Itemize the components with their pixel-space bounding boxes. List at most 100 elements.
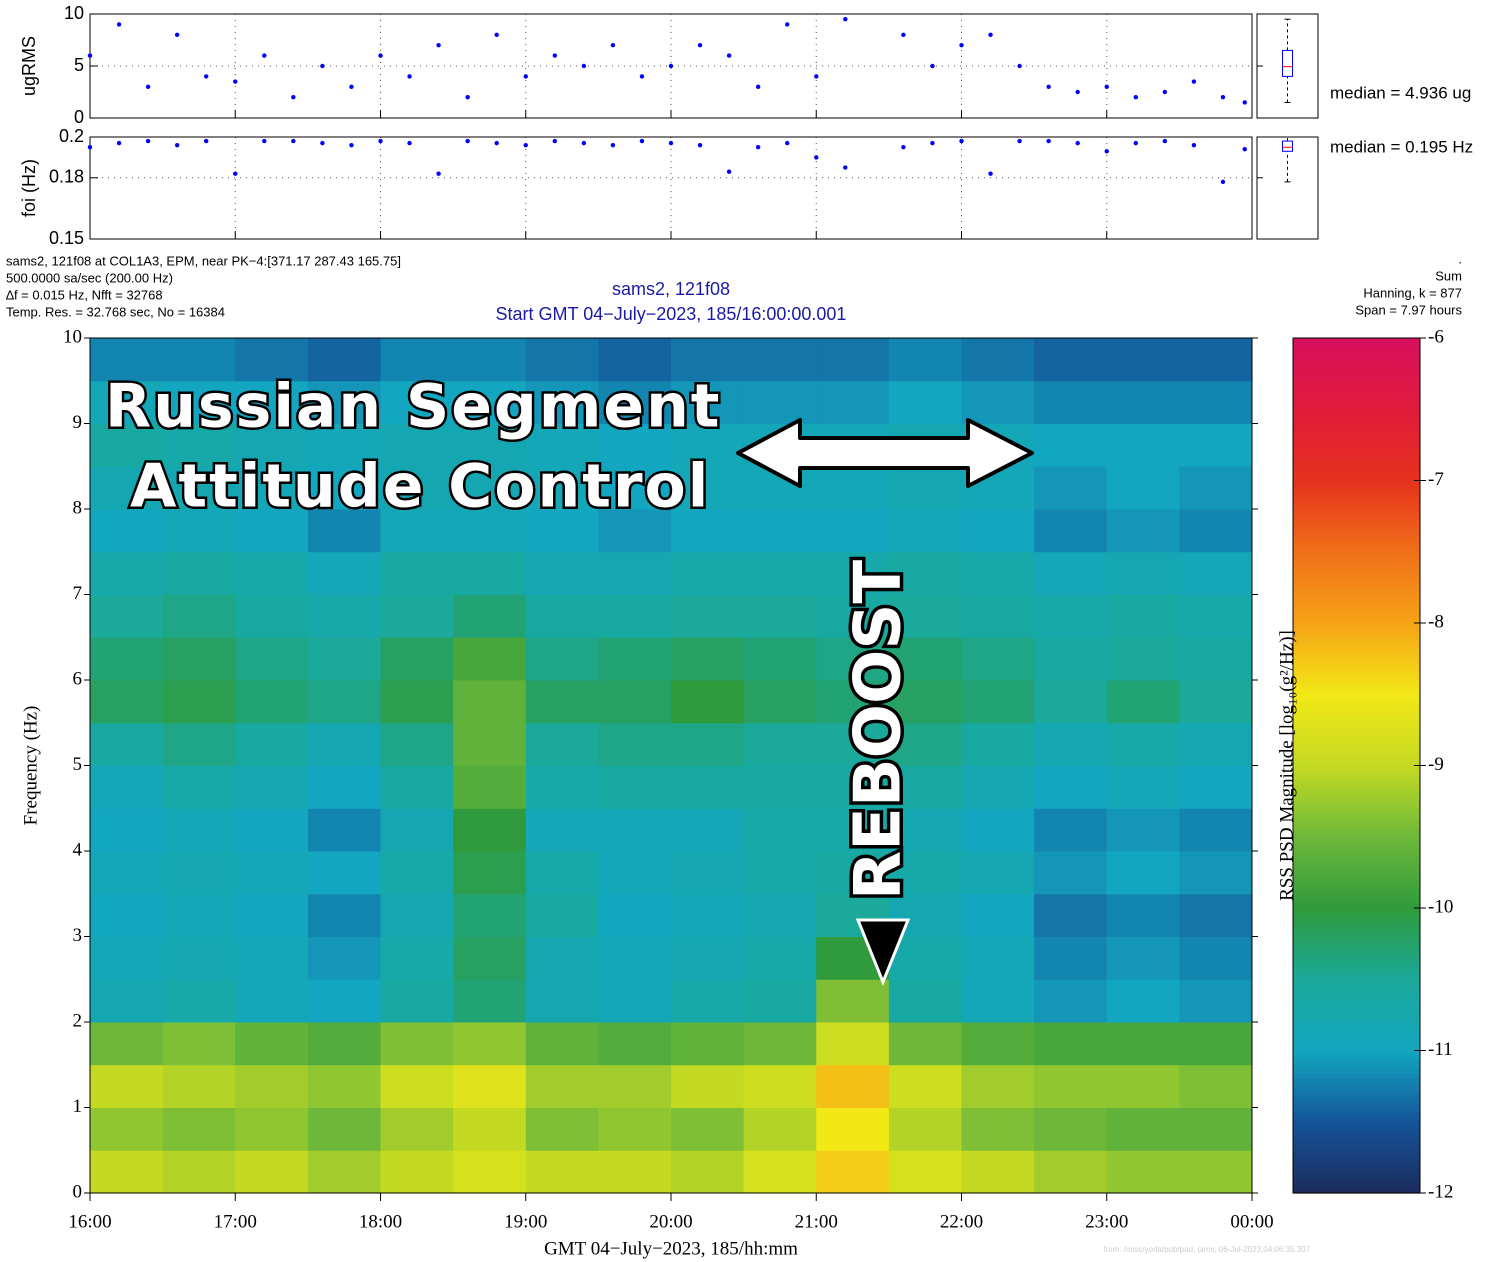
heat-cell [598, 936, 672, 980]
colorbar-strip [1293, 509, 1420, 514]
colorbar-tick-label: -11 [1428, 1039, 1453, 1060]
colorbar-strip [1293, 1022, 1420, 1027]
heat-cell [743, 594, 817, 638]
data-point [610, 43, 616, 48]
colorbar-strip [1293, 992, 1420, 997]
decor [736, 418, 1034, 987]
data-point [668, 63, 674, 69]
colorbar-strip [1293, 560, 1420, 566]
colorbar-strip [1293, 705, 1420, 711]
heat-cell [453, 808, 527, 852]
heat-cell [1179, 1150, 1253, 1194]
heat-cell [380, 893, 454, 937]
heat-cell [1179, 423, 1253, 467]
heat-cell [235, 423, 309, 467]
heat-cell [1034, 509, 1108, 553]
data-point [320, 63, 325, 69]
heat-cell [1034, 1107, 1108, 1151]
colorbar-strip [1293, 521, 1420, 527]
colorbar-strip [1293, 915, 1420, 920]
y-tick-label: 2 [73, 1010, 83, 1031]
heat-cell [961, 1107, 1035, 1151]
data-point [291, 138, 296, 144]
heat-cell [888, 1107, 962, 1151]
y-tick-label: 10 [63, 326, 82, 347]
heat-cell [1106, 1150, 1180, 1194]
data-point [320, 140, 325, 146]
colorbar-strip [1293, 628, 1420, 634]
colorbar-strip [1293, 342, 1420, 348]
heat-cell [961, 594, 1035, 638]
colorbar-strip [1293, 526, 1420, 531]
colorbar-strip [1293, 1103, 1420, 1109]
heat-cell [307, 423, 381, 467]
heat-cell [307, 765, 381, 809]
heat-cell [1034, 466, 1108, 510]
heat-cell [453, 594, 527, 638]
x-tick-label: 18:00 [359, 1211, 402, 1232]
heat-cell [816, 851, 890, 895]
heat-cell [671, 509, 745, 553]
colorbar-strip [1293, 701, 1420, 707]
heat-cell [525, 509, 599, 553]
heat-cell [307, 1064, 381, 1108]
heat-cell [90, 680, 164, 724]
data-point [436, 171, 441, 176]
heat-cell [307, 680, 381, 724]
heat-cell [961, 851, 1035, 895]
heat-cell [525, 851, 599, 895]
heat-cell [1179, 936, 1253, 980]
colorbar-strip [1293, 620, 1420, 626]
colorbar-strip [1293, 504, 1420, 510]
colorbar-strip [1293, 697, 1420, 702]
heat-cell [453, 851, 527, 895]
heat-cell [671, 979, 745, 1023]
heat-cell [1179, 893, 1253, 937]
colorbar-strip [1293, 543, 1420, 549]
heat-cell [235, 893, 309, 937]
heat-cell [1034, 1064, 1108, 1108]
data-point [1162, 89, 1168, 95]
colorbar-strip [1293, 855, 1420, 861]
heat-cell [888, 1064, 962, 1108]
footer: from: /misc/yoda/pub/pad, pims, 06-Jul-2… [1103, 1245, 1310, 1254]
heat-cell [1106, 722, 1180, 766]
heat-cell [743, 979, 817, 1023]
heat-cell [1179, 680, 1253, 724]
plot-frame [89, 136, 1253, 240]
colorbar-strip [1293, 564, 1420, 570]
y-tick-label: 8 [73, 497, 83, 518]
heat-cell [671, 680, 745, 724]
colorbar-strip [1293, 1128, 1420, 1134]
y-tick-label: 9 [73, 412, 83, 433]
colorbar-strip [1293, 876, 1420, 882]
heat-cell [307, 594, 381, 638]
heat-cell [525, 979, 599, 1023]
x-tick-label: 23:00 [1085, 1211, 1128, 1232]
colorbar-strip [1293, 722, 1420, 728]
colorbar-strip [1293, 466, 1420, 472]
colorbar-strip [1293, 432, 1420, 437]
heat-cell [90, 637, 164, 681]
heat-cell [598, 338, 672, 382]
heat-cell [816, 551, 890, 595]
colorbar-strip [1293, 692, 1420, 698]
data-point [1046, 138, 1051, 144]
heat-cell [816, 1064, 890, 1108]
heat-cell [1106, 509, 1180, 553]
colorbar-strip [1293, 585, 1420, 591]
colorbar-strip [1293, 898, 1420, 903]
colorbar-strip [1293, 603, 1420, 608]
colorbar-tick-label: -7 [1428, 469, 1444, 490]
colorbar-strip [1293, 1090, 1420, 1096]
data-point [697, 142, 703, 148]
colorbar-label: RSS PSD Magnitude [log₁₀(g²/Hz)] [1276, 630, 1297, 901]
heat-cell [1179, 1022, 1253, 1066]
colorbar-strip [1293, 406, 1420, 412]
heat-cell [307, 380, 381, 424]
colorbar-strip [1293, 744, 1420, 749]
heat-cell [453, 936, 527, 980]
colorbar-strip [1293, 402, 1420, 407]
colorbar-strip [1293, 940, 1420, 946]
colorbar-strip [1293, 949, 1420, 955]
